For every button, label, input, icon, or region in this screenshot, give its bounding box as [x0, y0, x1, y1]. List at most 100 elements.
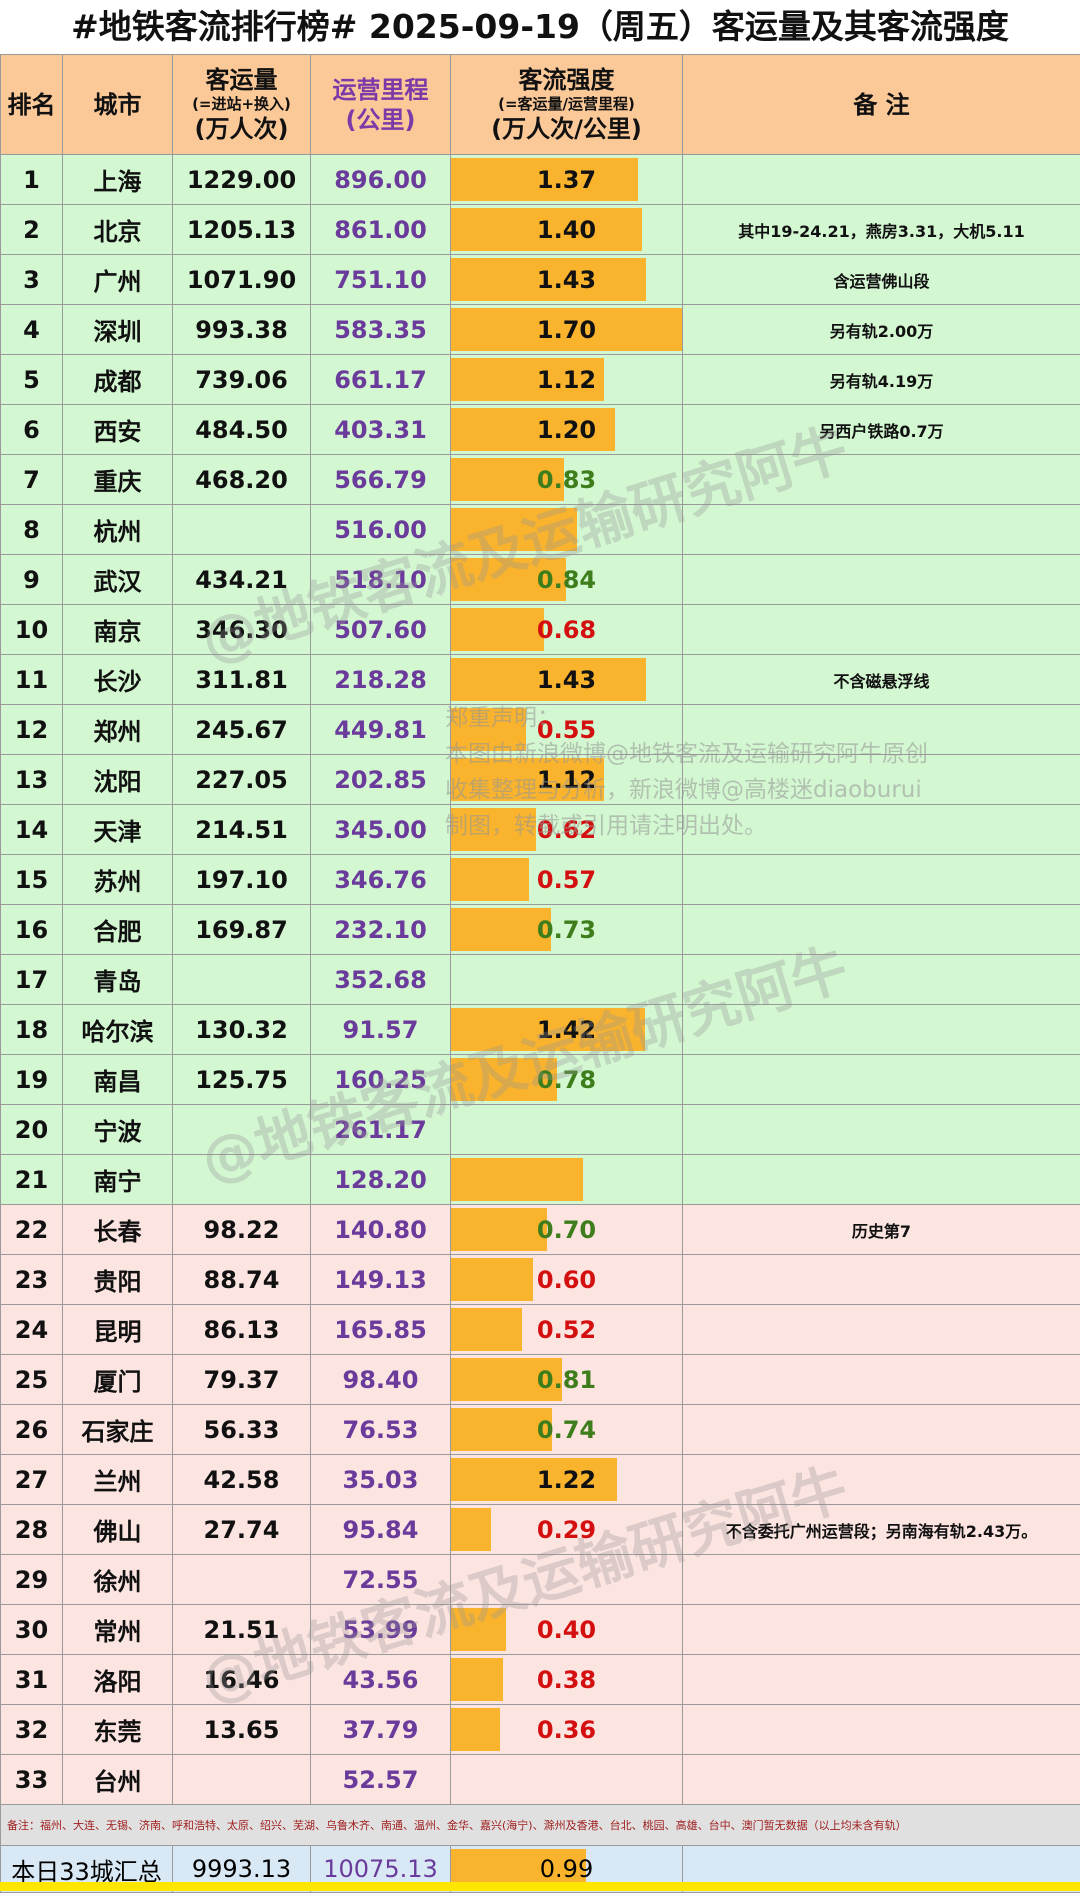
volume-cell: 169.87: [173, 905, 311, 955]
city-cell: 常州: [63, 1605, 173, 1655]
note-cell: [683, 1455, 1080, 1505]
city-cell: 南京: [63, 605, 173, 655]
note-cell: [683, 455, 1080, 505]
rank-cell: 1: [1, 155, 63, 205]
rank-cell: 30: [1, 1605, 63, 1655]
volume-cell: 197.10: [173, 855, 311, 905]
city-cell: 杭州: [63, 505, 173, 555]
note-cell: [683, 505, 1080, 555]
header-intensity-main: 客流强度: [451, 65, 682, 95]
intensity-cell: 1.40: [451, 205, 683, 255]
rank-cell: 28: [1, 1505, 63, 1555]
intensity-cell: 0.84: [451, 555, 683, 605]
mileage-cell: 128.20: [311, 1155, 451, 1205]
rank-cell: 14: [1, 805, 63, 855]
rank-cell: 2: [1, 205, 63, 255]
city-cell: 合肥: [63, 905, 173, 955]
intensity-cell: [451, 1155, 683, 1205]
note-cell: [683, 1705, 1080, 1755]
volume-cell: 311.81: [173, 655, 311, 705]
note-cell: [683, 1555, 1080, 1605]
intensity-value: 0.68: [537, 616, 596, 644]
disclaimer-line-3: 收集整理与分析，新浪微博@高楼迷diaoburui: [445, 772, 928, 808]
rank-cell: 16: [1, 905, 63, 955]
intensity-cell: [451, 1755, 683, 1805]
rank-cell: 12: [1, 705, 63, 755]
mileage-cell: 218.28: [311, 655, 451, 705]
intensity-value: 1.20: [537, 416, 596, 444]
city-cell: 哈尔滨: [63, 1005, 173, 1055]
rank-cell: 8: [1, 505, 63, 555]
volume-cell: 86.13: [173, 1305, 311, 1355]
mileage-cell: 403.31: [311, 405, 451, 455]
volume-cell: 227.05: [173, 755, 311, 805]
intensity-value: 0.73: [537, 916, 596, 944]
mileage-cell: 352.68: [311, 955, 451, 1005]
mileage-cell: 52.57: [311, 1755, 451, 1805]
mileage-cell: 518.10: [311, 555, 451, 605]
header-volume-sub: (=进站+换入): [173, 95, 310, 114]
city-cell: 兰州: [63, 1455, 173, 1505]
city-cell: 厦门: [63, 1355, 173, 1405]
mileage-cell: 896.00: [311, 155, 451, 205]
intensity-bar: [451, 608, 544, 651]
note-cell: [683, 905, 1080, 955]
rank-cell: 32: [1, 1705, 63, 1755]
mileage-cell: 516.00: [311, 505, 451, 555]
intensity-value: 1.22: [537, 1466, 596, 1494]
rank-cell: 5: [1, 355, 63, 405]
volume-cell: 245.67: [173, 705, 311, 755]
header-intensity-unit: (万人次/公里): [451, 114, 682, 144]
intensity-bar: [451, 1608, 506, 1651]
intensity-value: 0.83: [537, 466, 596, 494]
mileage-cell: 566.79: [311, 455, 451, 505]
volume-cell: 13.65: [173, 1705, 311, 1755]
volume-cell: 21.51: [173, 1605, 311, 1655]
note-cell: [683, 1305, 1080, 1355]
volume-cell: 434.21: [173, 555, 311, 605]
city-cell: 天津: [63, 805, 173, 855]
city-cell: 昆明: [63, 1305, 173, 1355]
volume-cell: 130.32: [173, 1005, 311, 1055]
volume-cell: 1205.13: [173, 205, 311, 255]
rank-cell: 9: [1, 555, 63, 605]
intensity-cell: 0.36: [451, 1705, 683, 1755]
volume-cell: 468.20: [173, 455, 311, 505]
city-cell: 广州: [63, 255, 173, 305]
intensity-cell: 1.42: [451, 1005, 683, 1055]
volume-cell: 27.74: [173, 1505, 311, 1555]
intensity-value: 0.60: [537, 1266, 596, 1294]
note-cell: [683, 1655, 1080, 1705]
note-cell: [683, 555, 1080, 605]
rank-cell: 15: [1, 855, 63, 905]
intensity-cell: [451, 955, 683, 1005]
intensity-cell: 1.70: [451, 305, 683, 355]
intensity-bar: [451, 1708, 500, 1751]
intensity-cell: [451, 1105, 683, 1155]
mileage-cell: 449.81: [311, 705, 451, 755]
header-mileage: 运营里程 (公里): [311, 55, 451, 155]
mileage-cell: 35.03: [311, 1455, 451, 1505]
intensity-value: 1.12: [537, 366, 596, 394]
header-volume-unit: (万人次): [173, 114, 310, 144]
volume-cell: 56.33: [173, 1405, 311, 1455]
rank-cell: 4: [1, 305, 63, 355]
city-cell: 南昌: [63, 1055, 173, 1105]
rank-cell: 18: [1, 1005, 63, 1055]
header-row: 排名 城市 客运量 (=进站+换入) (万人次) 运营里程 (公里) 客流强度 …: [1, 55, 1080, 155]
note-cell: 另有轨4.19万: [683, 355, 1080, 405]
intensity-cell: 0.74: [451, 1405, 683, 1455]
volume-cell: 484.50: [173, 405, 311, 455]
rank-cell: 3: [1, 255, 63, 305]
